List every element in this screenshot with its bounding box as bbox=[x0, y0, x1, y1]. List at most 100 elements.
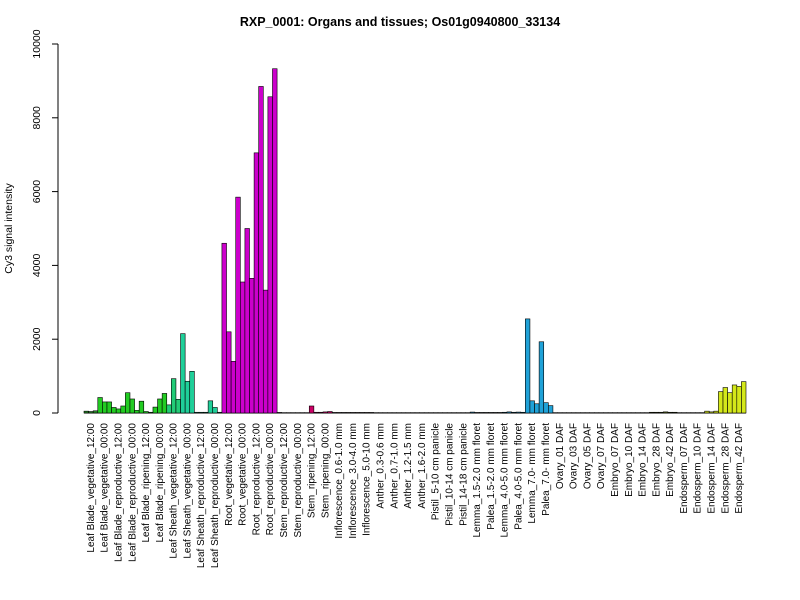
bar bbox=[736, 386, 742, 414]
y-tick-label: 6000 bbox=[31, 180, 43, 204]
bar bbox=[658, 411, 664, 414]
bar bbox=[83, 410, 89, 414]
bar bbox=[327, 411, 333, 414]
category-label: Endosperm_07 DAF bbox=[679, 423, 690, 514]
bar bbox=[217, 411, 223, 414]
bar bbox=[354, 412, 361, 414]
y-tick-label: 0 bbox=[31, 410, 43, 416]
bar bbox=[92, 410, 99, 414]
bar bbox=[143, 411, 149, 414]
category-label: Pistil_10-14 cm panicle bbox=[444, 423, 455, 526]
bar bbox=[198, 411, 204, 414]
bar bbox=[244, 228, 250, 414]
bar bbox=[525, 318, 531, 414]
bar bbox=[235, 196, 241, 414]
bar bbox=[322, 411, 328, 414]
category-label: Palea_7.0- mm floret bbox=[541, 423, 552, 516]
category-label: Leaf Blade_reproductive_12:00 bbox=[113, 423, 124, 562]
bar bbox=[313, 411, 319, 414]
bar bbox=[543, 402, 549, 414]
bar bbox=[653, 411, 659, 414]
y-tick-label: 10000 bbox=[31, 29, 43, 58]
bar bbox=[207, 400, 214, 414]
bar bbox=[253, 152, 259, 414]
category-label: Root_vegetative_00:00 bbox=[238, 423, 249, 526]
bar bbox=[483, 412, 489, 414]
category-label: Pistil_14-18 cm panicle bbox=[458, 423, 469, 526]
bar bbox=[534, 403, 540, 414]
bar bbox=[368, 412, 374, 414]
bar bbox=[148, 411, 154, 414]
bar bbox=[548, 405, 554, 414]
bar bbox=[166, 404, 172, 414]
category-label: Leaf Blade_vegetative_12:00 bbox=[86, 423, 97, 553]
category-label: Leaf Sheath_vegetative_12:00 bbox=[169, 423, 180, 559]
category-label: Embryo_14 DAF bbox=[638, 423, 649, 497]
y-axis-label: Cy3 signal intensity bbox=[3, 183, 15, 274]
category-label: Embryo_07 DAF bbox=[610, 423, 621, 497]
bar bbox=[129, 398, 135, 414]
category-label: Leaf Blade_ripening_12:00 bbox=[141, 423, 152, 543]
bar bbox=[88, 411, 94, 414]
category-label: Root_vegetative_12:00 bbox=[224, 423, 235, 526]
bar bbox=[511, 411, 517, 414]
bar bbox=[308, 405, 315, 414]
bar bbox=[350, 412, 356, 414]
bar bbox=[538, 341, 545, 414]
category-label: Inflorescence_3.0-4.0 mm bbox=[348, 423, 359, 539]
bar bbox=[221, 242, 227, 414]
category-label: Ovary_01 DAF bbox=[555, 423, 566, 489]
bar bbox=[341, 412, 347, 414]
bar bbox=[194, 411, 200, 414]
category-label: Leaf Blade_vegetative_00:00 bbox=[100, 423, 111, 553]
category-label: Leaf Sheath_reproductive_00:00 bbox=[210, 423, 221, 569]
bar bbox=[364, 412, 370, 414]
bar bbox=[515, 411, 522, 414]
bar bbox=[203, 411, 209, 414]
bar bbox=[704, 410, 710, 414]
category-label: Endosperm_10 DAF bbox=[693, 423, 704, 514]
chart-title: RXP_0001: Organs and tissues; Os01g09408… bbox=[240, 15, 560, 29]
bar bbox=[171, 378, 177, 414]
bar bbox=[662, 411, 669, 414]
bar bbox=[713, 410, 719, 414]
bar bbox=[230, 361, 237, 414]
category-label: Leaf Blade_ripening_00:00 bbox=[155, 423, 166, 543]
bar bbox=[520, 411, 526, 414]
bar bbox=[115, 408, 122, 414]
category-label: Inflorescence_5.0-10 mm bbox=[362, 423, 373, 536]
bar bbox=[492, 412, 499, 414]
category-label: Ovary_07 DAF bbox=[596, 423, 607, 489]
bar bbox=[249, 278, 255, 414]
bar bbox=[479, 412, 485, 414]
bar bbox=[161, 393, 168, 414]
y-tick-label: 2000 bbox=[31, 327, 43, 351]
category-label: Embryo_28 DAF bbox=[651, 423, 662, 497]
category-label: Root_reproductive_00:00 bbox=[265, 423, 276, 536]
category-label: Endosperm_42 DAF bbox=[734, 423, 745, 514]
bar bbox=[529, 400, 535, 414]
category-label: Embryo_42 DAF bbox=[665, 423, 676, 497]
bar bbox=[672, 411, 678, 414]
category-label: Inflorescence_0.6-1.0 mm bbox=[334, 423, 345, 539]
bar bbox=[731, 384, 738, 414]
bar bbox=[345, 412, 351, 414]
category-label: Stem_ripening_00:00 bbox=[320, 423, 331, 519]
bar bbox=[180, 333, 186, 414]
category-label: Anther_1.6-2.0 mm bbox=[417, 423, 428, 509]
bar bbox=[718, 391, 724, 414]
category-label: Stem_ripening_12:00 bbox=[307, 423, 318, 519]
bar bbox=[184, 380, 191, 414]
bar bbox=[506, 411, 512, 414]
y-tick-label: 4000 bbox=[31, 254, 43, 278]
category-label: Endosperm_14 DAF bbox=[707, 423, 718, 514]
bar bbox=[189, 371, 195, 414]
bar bbox=[111, 407, 117, 414]
category-label: Palea_1.5-2.0 mm floret bbox=[486, 423, 497, 530]
bar bbox=[497, 412, 503, 414]
category-label: Pistil_5-10 cm panicle bbox=[431, 423, 442, 521]
bar bbox=[708, 411, 715, 414]
bar bbox=[502, 411, 508, 414]
bar bbox=[474, 412, 480, 414]
